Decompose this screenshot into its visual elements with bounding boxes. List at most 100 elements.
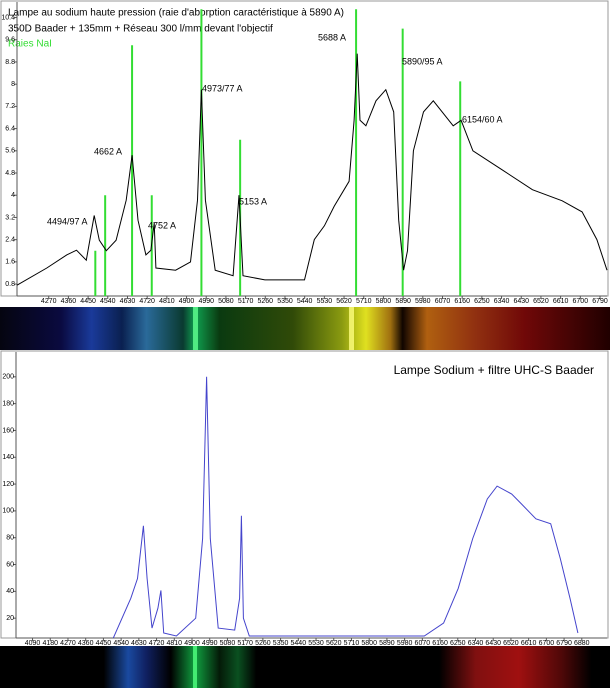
x-tick-label: 4360 (78, 640, 94, 647)
x-tick-label: 5620 (326, 640, 342, 647)
x-tick-label: 5980 (397, 640, 413, 647)
y-tick-label: 8.8 (5, 59, 15, 66)
x-tick-label: 5260 (258, 298, 274, 305)
spectrum-strip (0, 646, 610, 688)
x-tick-label: 4720 (149, 640, 165, 647)
x-tick-label: 4270 (41, 298, 57, 305)
x-tick-label: 6250 (450, 640, 466, 647)
x-tick-label: 5080 (220, 640, 236, 647)
chart-title: Lampe au sodium haute pression (raie d'a… (8, 8, 344, 19)
x-tick-label: 5260 (255, 640, 271, 647)
x-tick-label: 4900 (184, 640, 200, 647)
x-tick-label: 6880 (574, 640, 590, 647)
x-tick-label: 5980 (415, 298, 431, 305)
annotation: 5890/95 A (402, 56, 443, 66)
chart-title: Lampe Sodium + filtre UHC-S Baader (394, 363, 594, 377)
x-tick-label: 4990 (198, 298, 214, 305)
spectrum-line (16, 53, 608, 286)
annotation: 4752 A (148, 220, 176, 230)
x-tick-label: 4900 (179, 298, 195, 305)
y-tick-label: 40 (6, 588, 14, 595)
x-tick-label: 5350 (273, 640, 289, 647)
annotation: 5153 A (239, 196, 267, 206)
x-tick-label: 5440 (297, 298, 313, 305)
y-tick-label: 100 (2, 508, 14, 515)
x-tick-label: 4810 (166, 640, 182, 647)
x-tick-label: 6520 (533, 298, 549, 305)
spectrum-strip (0, 307, 610, 350)
x-tick-label: 6700 (573, 298, 589, 305)
x-tick-label: 4630 (131, 640, 147, 647)
y-tick-label: 120 (2, 481, 14, 488)
x-tick-label: 6070 (415, 640, 431, 647)
y-tick-label: 3.2 (5, 214, 15, 221)
annotation: 5688 A (318, 32, 346, 42)
annotation: 4494/97 A (47, 216, 88, 226)
x-tick-label: 5440 (291, 640, 307, 647)
x-tick-label: 5170 (238, 298, 254, 305)
y-tick-label: 10.4 (1, 14, 15, 21)
x-tick-label: 6790 (592, 298, 608, 305)
y-tick-label: 4.8 (5, 170, 15, 177)
x-tick-label: 6340 (494, 298, 510, 305)
annotation: 4662 A (94, 146, 122, 156)
x-tick-label: 4450 (96, 640, 112, 647)
x-tick-label: 5170 (237, 640, 253, 647)
y-tick-label: 2.4 (5, 236, 15, 243)
y-tick-label: 200 (2, 374, 14, 381)
y-tick-label: 9.6 (5, 37, 15, 44)
x-tick-label: 4540 (100, 298, 116, 305)
y-tick-label: 8 (11, 81, 15, 88)
x-tick-label: 4630 (120, 298, 136, 305)
legend-label: Raies NaI (8, 39, 52, 50)
x-tick-label: 5890 (379, 640, 395, 647)
x-tick-label: 5890 (395, 298, 411, 305)
x-tick-label: 5530 (317, 298, 333, 305)
x-tick-label: 6070 (435, 298, 451, 305)
x-tick-label: 6430 (485, 640, 501, 647)
y-tick-label: 0.8 (5, 281, 15, 288)
y-tick-label: 4 (11, 192, 15, 199)
x-tick-label: 4540 (113, 640, 129, 647)
y-tick-label: 5.6 (5, 148, 15, 155)
x-tick-label: 4090 (25, 640, 41, 647)
y-tick-label: 20 (6, 615, 14, 622)
x-tick-label: 5350 (277, 298, 293, 305)
x-tick-label: 4810 (159, 298, 175, 305)
x-tick-label: 6700 (539, 640, 555, 647)
x-tick-label: 6610 (553, 298, 569, 305)
y-tick-label: 140 (2, 454, 14, 461)
plot-frame (0, 0, 609, 297)
spectrum-line (112, 376, 579, 639)
annotation: 4973/77 A (202, 83, 243, 93)
x-tick-label: 5530 (308, 640, 324, 647)
x-tick-label: 6160 (454, 298, 470, 305)
y-tick-label: 6.4 (5, 125, 15, 132)
x-tick-label: 5710 (344, 640, 360, 647)
x-tick-label: 4450 (80, 298, 96, 305)
x-tick-label: 4720 (139, 298, 155, 305)
y-tick-label: 60 (6, 561, 14, 568)
y-tick-label: 80 (6, 535, 14, 542)
x-tick-label: 5080 (218, 298, 234, 305)
x-tick-label: 6250 (474, 298, 490, 305)
y-tick-label: 160 (2, 427, 14, 434)
x-tick-label: 6430 (513, 298, 529, 305)
x-tick-label: 5710 (356, 298, 372, 305)
x-tick-label: 4180 (42, 640, 58, 647)
y-tick-label: 7.2 (5, 103, 15, 110)
x-tick-label: 5800 (376, 298, 392, 305)
y-tick-label: 1.6 (5, 259, 15, 266)
x-tick-label: 6790 (556, 640, 572, 647)
spectrum-band (193, 307, 198, 350)
x-tick-label: 4270 (60, 640, 76, 647)
spectrum-band (193, 646, 197, 688)
annotation: 6154/60 A (462, 114, 503, 124)
x-tick-label: 6610 (521, 640, 537, 647)
x-tick-label: 5620 (336, 298, 352, 305)
spectrum-band (349, 307, 354, 350)
x-tick-label: 6340 (468, 640, 484, 647)
chart-subtitle: 350D Baader + 135mm + Réseau 300 l/mm de… (8, 24, 273, 35)
